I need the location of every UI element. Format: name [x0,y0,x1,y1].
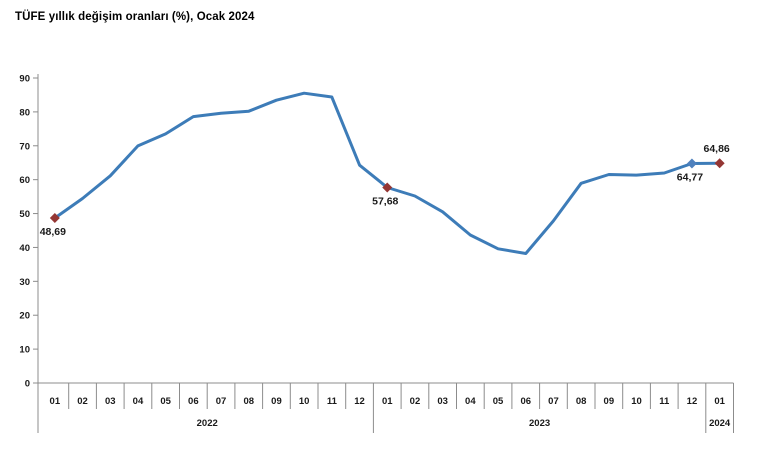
y-axis-tick-label: 20 [19,311,30,322]
x-axis-month-label: 01 [382,396,393,407]
y-axis-tick-label: 10 [19,345,30,356]
x-axis-month-label: 10 [631,396,642,407]
x-axis-month-label: 05 [493,396,504,407]
x-axis-month-label: 09 [604,396,615,407]
y-axis-tick-label: 0 [25,379,30,390]
x-axis-month-label: 06 [520,396,531,407]
x-axis-month-label: 09 [271,396,282,407]
x-axis-month-label: 12 [354,396,365,407]
y-axis-tick-label: 80 [19,107,30,118]
x-axis-month-label: 10 [299,396,310,407]
x-axis-month-label: 07 [548,396,559,407]
x-axis-month-label: 04 [133,396,144,407]
x-axis-month-label: 07 [216,396,227,407]
x-axis-month-label: 11 [327,396,338,407]
x-axis-month-label: 12 [687,396,698,407]
x-axis-month-label: 02 [77,396,88,407]
x-axis-month-label: 08 [576,396,587,407]
y-axis-tick-label: 40 [19,243,30,254]
x-axis-month-label: 03 [105,396,116,407]
x-axis-year-label: 2024 [709,418,731,429]
y-axis-tick-label: 60 [19,175,30,186]
data-point-marker [382,182,393,193]
x-axis-month-label: 03 [437,396,448,407]
y-axis-tick-label: 70 [19,141,30,152]
y-axis-tick-label: 30 [19,277,30,288]
trend-line [53,91,722,255]
x-axis-year-label: 2023 [529,418,550,429]
x-axis-month-label: 11 [659,396,670,407]
data-point-label: 57,68 [372,196,398,208]
data-point-label: 48,69 [40,226,66,238]
data-point-marker [49,212,60,223]
x-axis-month-label: 04 [465,396,476,407]
x-axis-month-label: 08 [243,396,254,407]
x-axis-month-label: 06 [188,396,199,407]
data-point-label: 64,77 [677,172,703,184]
y-axis-tick-label: 50 [19,209,30,220]
y-axis-tick-label: 90 [19,74,30,85]
data-point-label: 64,86 [704,143,730,155]
chart-title: TÜFE yıllık değişim oranları (%), Ocak 2… [15,11,255,23]
x-axis-month-label: 01 [714,396,725,407]
data-point-marker [686,158,697,169]
data-point-marker [714,158,725,169]
x-axis-month-label: 01 [50,396,61,407]
x-axis-month-label: 02 [410,396,421,407]
x-axis-year-label: 2022 [197,418,218,429]
x-axis-month-label: 05 [160,396,171,407]
